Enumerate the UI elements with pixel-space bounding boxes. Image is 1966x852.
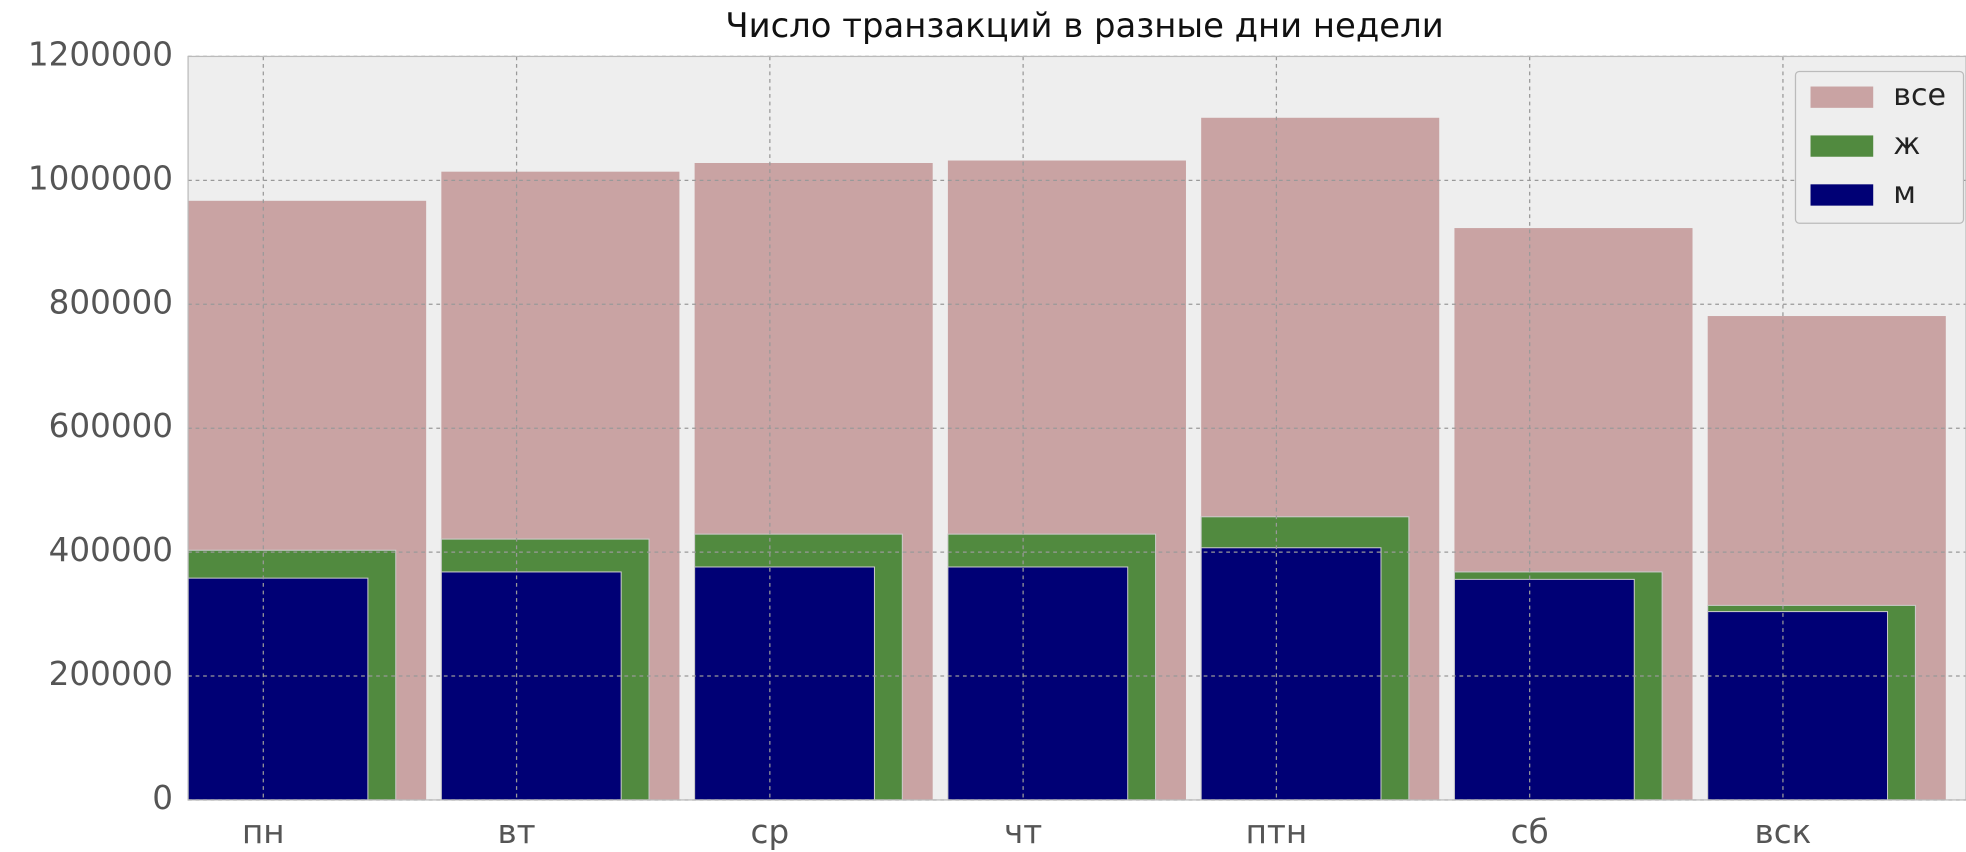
x-tick-label: вск [1755,813,1812,851]
y-tick-label: 1000000 [28,159,173,197]
y-tick-label: 400000 [49,531,173,569]
legend-label: все [1893,78,1946,113]
legend-swatch [1810,184,1874,206]
bar [1200,547,1382,801]
bar [1453,578,1635,801]
y-tick-label: 0 [152,779,173,817]
bar [187,577,369,801]
chart-title: Число транзакций в разные дни недели [725,6,1443,45]
legend-swatch [1810,86,1874,108]
x-tick-label: ср [751,813,790,851]
legend-label: ж [1893,127,1920,162]
y-tick-label: 200000 [49,655,173,693]
bar [1707,611,1889,801]
legend-swatch [1810,135,1874,157]
bar [947,566,1129,801]
legend-label: м [1893,176,1916,211]
x-tick-label: сб [1511,813,1549,851]
y-tick-label: 1200000 [28,35,173,73]
x-tick-label: пн [242,813,285,851]
plot-border [187,55,1966,801]
x-tick-label: чт [1004,813,1042,851]
bar [440,571,622,801]
bar [694,566,875,801]
y-tick-label: 600000 [49,407,173,445]
y-tick-label: 800000 [49,283,173,321]
x-tick-label: птн [1246,813,1308,851]
x-tick-label: вт [497,813,535,851]
